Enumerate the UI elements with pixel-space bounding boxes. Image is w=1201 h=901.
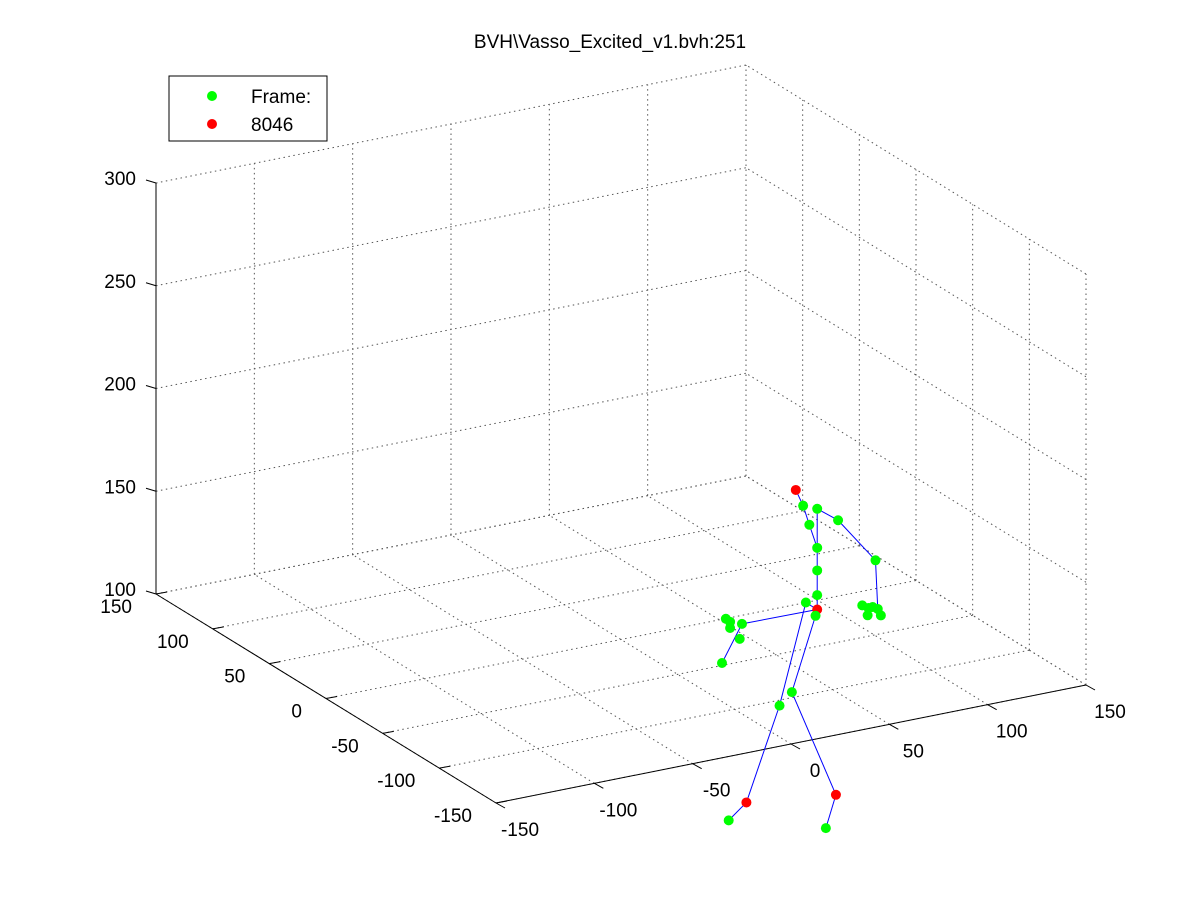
z-tick-label: 150 (104, 477, 136, 498)
legend-box (168, 75, 328, 142)
y-tick-mark (382, 730, 394, 734)
grid-line-floor-y (212, 510, 803, 630)
joint-leftarm (833, 515, 844, 526)
z-tick-mark (145, 282, 157, 287)
x-tick-label: 50 (903, 741, 924, 762)
joint-rightfoot (830, 789, 841, 800)
joint-lefthand4 (862, 610, 873, 621)
bone-rightfoot-righttoe (825, 794, 837, 829)
y-tick-mark (212, 626, 224, 630)
joint-neck (804, 519, 815, 530)
y-tick-label: -100 (377, 771, 415, 792)
legend-label-frame: Frame: (251, 87, 311, 108)
x-tick-label: 150 (1094, 702, 1126, 723)
chart-title: BVH\Vasso_Excited_v1.bvh:251 (474, 32, 746, 53)
x-tick-mark (692, 763, 702, 770)
x-tick-mark (1085, 684, 1096, 691)
grid-line-floor-y (382, 614, 973, 734)
joint-righttoe (820, 823, 831, 834)
x-tick-mark (495, 802, 506, 809)
joint-lefttoe (723, 815, 734, 826)
bone-leftforearm-lefthand (875, 560, 879, 609)
y-tick-label: 150 (100, 597, 132, 618)
bone-hips-pelvisleft1 (741, 609, 818, 625)
z-tick-mark (145, 179, 157, 184)
legend-marker-frame (207, 91, 217, 101)
y-tick-label: 100 (157, 632, 189, 653)
grid-line-backwall-z (155, 372, 747, 492)
grid-line-floor-y (439, 649, 1030, 769)
legend-label-number: 8046 (251, 115, 293, 136)
joint-pelvisleft5 (734, 633, 745, 644)
grid-line-backwall-z (155, 475, 747, 595)
x-tick-label: -150 (501, 820, 539, 841)
z-tick-label: 300 (104, 169, 136, 190)
x-tick-label: 100 (996, 722, 1028, 743)
joint-head (798, 500, 809, 511)
bone-leftupleg-leftleg (779, 602, 807, 706)
y-tick-mark (439, 765, 451, 769)
x-tick-label: 0 (810, 761, 821, 782)
y-tick-mark (495, 800, 508, 804)
z-tick-label: 100 (104, 580, 136, 601)
grid-line-backwall-z (155, 270, 747, 389)
x-tick-label: -50 (703, 781, 730, 802)
joint-leftupleg (800, 597, 811, 608)
y-tick-label: 50 (224, 667, 245, 688)
x-tick-mark (889, 723, 899, 730)
joint-pelvisleft1 (736, 618, 747, 629)
joint-lefthand3 (857, 600, 868, 611)
joint-leftforearm (870, 555, 881, 566)
x-tick-mark (790, 743, 801, 750)
joint-rightupleg (810, 610, 821, 621)
tick-labels: -150-100-50050100150-150-100-50050100150… (100, 169, 1126, 841)
x-tick-label: -100 (599, 800, 637, 821)
legend-marker-number (207, 119, 217, 129)
bone-leftarm-leftforearm (837, 519, 876, 561)
bone-rightleg-rightfoot (791, 691, 837, 795)
joint-leftfoot (741, 797, 752, 808)
joint-rightleg (786, 687, 797, 698)
axes-lines (145, 179, 1096, 809)
grid-line-floor-y (269, 545, 860, 665)
bone-pelvisleft1-pelvisleft6 (721, 623, 743, 664)
joint-spine2 (812, 542, 823, 553)
y-tick-label: -50 (331, 736, 358, 757)
z-tick-mark (145, 590, 157, 595)
x-tick-mark (987, 704, 997, 711)
joint-headtop (790, 484, 801, 495)
legend: Frame: 8046 (168, 75, 328, 142)
z-tick-mark (145, 385, 157, 389)
joint-lefthand5 (875, 610, 886, 621)
joint-pelvisleft3 (720, 613, 731, 624)
joint-leftshoulder (812, 503, 823, 514)
y-tick-label: 0 (291, 702, 302, 723)
y-tick-mark (325, 696, 338, 699)
y-tick-mark (155, 591, 168, 595)
y-tick-label: -150 (434, 806, 472, 827)
joint-pelvisleft4 (725, 622, 736, 633)
grid-line-backwall-z (155, 167, 747, 287)
bone-leftleg-leftfoot (745, 705, 781, 803)
grid-line-backwall-z (155, 64, 747, 184)
skeleton-joints (717, 484, 886, 834)
joint-leftleg (774, 700, 785, 711)
z-tick-label: 250 (104, 272, 136, 293)
x-tick-mark (594, 782, 604, 789)
z-tick-label: 200 (104, 375, 136, 396)
joint-pelvisleft6 (717, 657, 727, 668)
z-tick-mark (145, 487, 157, 492)
joint-spine1 (812, 565, 823, 576)
bone-rightupleg-rightleg (791, 615, 817, 693)
joint-spine (812, 590, 823, 601)
y-tick-mark (269, 661, 281, 665)
